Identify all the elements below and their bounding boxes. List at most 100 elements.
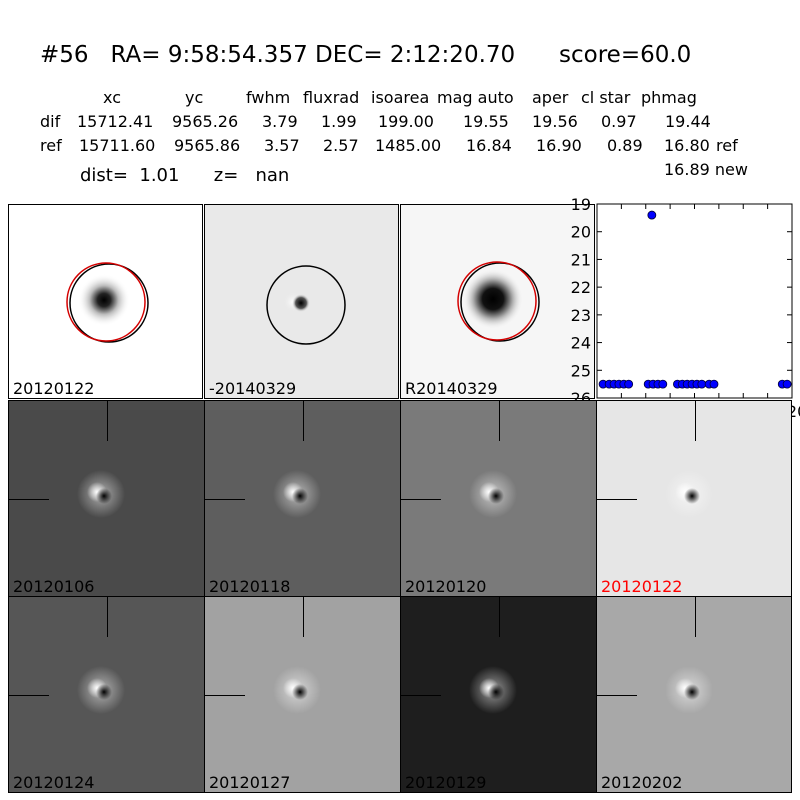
column-header: fwhm — [246, 88, 291, 107]
column-header: cl star — [581, 88, 631, 107]
ref-value: 15711.60 — [79, 136, 156, 155]
cutout-image — [665, 666, 713, 714]
epoch-cutout-panel: 20120122 — [596, 400, 792, 597]
y-tick-label: 25 — [571, 361, 591, 380]
cutout-panel-new: 20120122 — [8, 204, 203, 399]
crosshair-horizontal — [9, 499, 49, 500]
panel-label: 20120122 — [13, 379, 95, 398]
y-tick-label: 22 — [571, 278, 591, 297]
aperture-circle — [266, 265, 346, 345]
epoch-label: 20120106 — [13, 577, 95, 596]
epoch-cutout-panel: 20120129 — [400, 596, 597, 793]
ref-aperture-circle — [66, 262, 146, 342]
crosshair-horizontal — [597, 499, 637, 500]
distance-line: dist= 1.01 z= nan — [80, 165, 290, 186]
dif-value: 19.55 — [463, 112, 509, 131]
ref-value: 9565.86 — [174, 136, 241, 155]
cutout-image — [77, 666, 125, 714]
crosshair-vertical — [695, 597, 696, 637]
ref-value: 2.57 — [323, 136, 359, 155]
column-header: isoarea — [371, 88, 430, 107]
epoch-label: 20120202 — [601, 773, 683, 792]
dif-value: 9565.26 — [172, 112, 239, 131]
ref-value: 3.57 — [264, 136, 300, 155]
panel-label: R20140329 — [405, 379, 498, 398]
dif-value: 1.99 — [321, 112, 357, 131]
cutout-image — [665, 470, 713, 518]
column-header: phmag — [641, 88, 697, 107]
dif-value: 3.79 — [262, 112, 298, 131]
cutout-image — [66, 262, 149, 343]
candidate-title: #56 RA= 9:58:54.357 DEC= 2:12:20.70 scor… — [40, 42, 692, 68]
epoch-cutout-panel: 20120202 — [596, 596, 792, 793]
column-header: fluxrad — [303, 88, 360, 107]
ref-value: 16.80 — [664, 136, 710, 155]
epoch-label: 20120127 — [209, 773, 291, 792]
plot-frame — [596, 203, 793, 399]
cutout-image — [469, 666, 517, 714]
crosshair-vertical — [695, 401, 696, 441]
column-header: aper — [532, 88, 569, 107]
new-phmag: 16.89 new — [664, 160, 748, 179]
ref-row-name: ref — [40, 136, 62, 155]
y-tick-label: 23 — [571, 306, 591, 325]
dif-value: 0.97 — [601, 112, 637, 131]
epoch-cutout-panel: 20120120 — [400, 400, 597, 597]
cutout-image — [77, 470, 125, 518]
data-point — [624, 379, 634, 389]
crosshair-vertical — [499, 597, 500, 637]
y-tick-label: 20 — [571, 223, 591, 242]
data-point — [658, 379, 668, 389]
cutout-image — [273, 666, 321, 714]
ref-value: 16.90 — [536, 136, 582, 155]
crosshair-vertical — [303, 401, 304, 441]
cutout-image — [469, 470, 517, 518]
data-point — [647, 210, 657, 220]
crosshair-vertical — [303, 597, 304, 637]
ref-aperture-circle — [457, 261, 537, 341]
data-point — [709, 379, 719, 389]
cutout-image — [273, 470, 321, 518]
ref-value: 16.84 — [466, 136, 512, 155]
crosshair-vertical — [107, 597, 108, 637]
cutout-panel-ref: R20140329 — [400, 204, 595, 399]
ref-suffix: ref — [716, 136, 738, 155]
crosshair-horizontal — [9, 695, 49, 696]
dif-value: 199.00 — [378, 112, 434, 131]
epoch-cutout-panel: 20120118 — [204, 400, 401, 597]
epoch-label: 20120129 — [405, 773, 487, 792]
dif-row-name: dif — [40, 112, 61, 131]
dif-value: 15712.41 — [77, 112, 154, 131]
y-tick-label: 19 — [571, 195, 591, 214]
epoch-label: 20120118 — [209, 577, 291, 596]
column-header: mag auto — [437, 88, 514, 107]
aperture-circle — [69, 263, 149, 343]
epoch-cutout-panel: 20120106 — [8, 400, 205, 597]
crosshair-vertical — [107, 401, 108, 441]
data-point — [697, 379, 707, 389]
column-header: yc — [185, 88, 204, 107]
crosshair-horizontal — [205, 695, 245, 696]
ref-value: 1485.00 — [375, 136, 442, 155]
crosshair-horizontal — [401, 695, 441, 696]
crosshair-horizontal — [401, 499, 441, 500]
data-point — [782, 379, 792, 389]
dif-value: 19.44 — [665, 112, 711, 131]
epoch-label: 20120122 — [601, 577, 683, 596]
epoch-label: 20120120 — [405, 577, 487, 596]
aperture-circle — [460, 262, 540, 342]
y-tick-label: 24 — [571, 334, 591, 353]
column-header: xc — [103, 88, 121, 107]
panel-label: -20140329 — [209, 379, 297, 398]
cutout-image — [266, 265, 346, 345]
epoch-cutout-panel: 20120124 — [8, 596, 205, 793]
y-tick-label: 21 — [571, 250, 591, 269]
crosshair-horizontal — [597, 695, 637, 696]
ref-value: 0.89 — [607, 136, 643, 155]
cutout-image — [457, 261, 540, 342]
epoch-cutout-panel: 20120127 — [204, 596, 401, 793]
epoch-label: 20120124 — [13, 773, 95, 792]
crosshair-horizontal — [205, 499, 245, 500]
cutout-panel-diff: -20140329 — [204, 204, 399, 399]
